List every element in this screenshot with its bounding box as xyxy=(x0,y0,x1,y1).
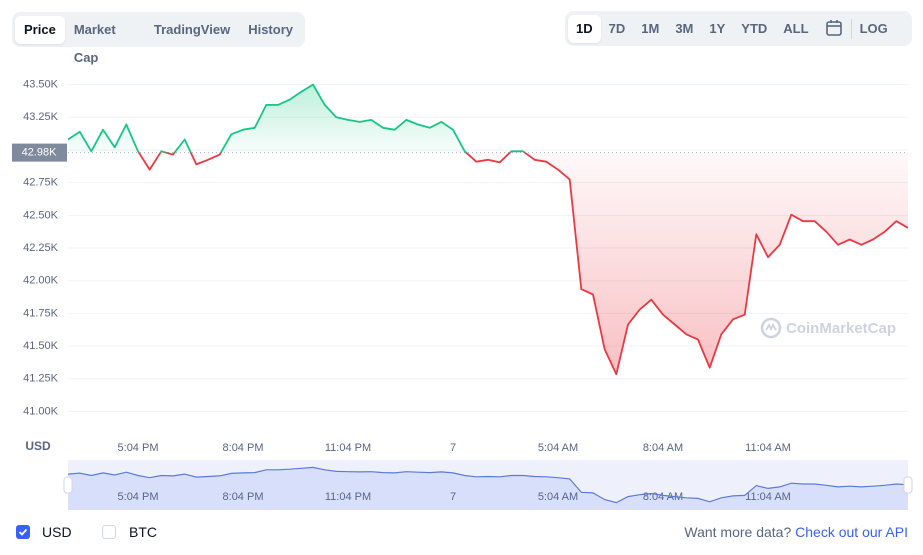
range[interactable]: 1M xyxy=(641,20,660,36)
watermark-text: CoinMarketCap xyxy=(786,320,896,337)
chart: CoinMarketCap USD 41.00K 41.25K 41.50K 41.7… xyxy=(12,79,913,510)
tab-bar: Price Market Cap TradingView History xyxy=(12,12,305,65)
x-tick-label: 11:04 PM xyxy=(325,442,371,454)
x-tick-label: 11:04 AM xyxy=(745,442,791,454)
y-tick-label: 42.25K xyxy=(23,242,59,254)
tab[interactable]: TradingView xyxy=(153,21,231,37)
range[interactable]: YTD xyxy=(741,20,768,36)
navigator-area xyxy=(68,467,908,510)
tab[interactable]: Market Cap xyxy=(73,21,116,65)
y-tick-label: 42.75K xyxy=(23,177,59,189)
navigator-handle xyxy=(903,476,913,494)
baseline-label: 42.98K xyxy=(22,147,58,159)
y-tick-label: 43.50K xyxy=(23,79,59,91)
check-icon xyxy=(18,528,28,536)
range-bar: 1D 7D 1M 3M 1Y YTD ALL LOG xyxy=(565,11,912,46)
y-tick-label: 41.00K xyxy=(23,405,59,417)
log-toggle[interactable]: LOG xyxy=(859,20,888,36)
y-tick-label: 41.50K xyxy=(23,340,59,352)
range[interactable]: ALL xyxy=(783,20,809,36)
price-area xyxy=(68,84,908,375)
divider xyxy=(850,18,852,39)
navigator xyxy=(68,460,908,510)
range[interactable]: 7D xyxy=(608,20,626,36)
navigator-x-label: 11:04 AM xyxy=(745,491,791,503)
footer: Want more data? Check out our API xyxy=(684,524,908,540)
y-tick-label: 43.25K xyxy=(23,111,59,123)
checkbox-checked[interactable] xyxy=(16,525,30,539)
footer-prompt: Want more data? xyxy=(684,524,792,540)
checkbox[interactable] xyxy=(102,525,116,539)
y-unit-label: USD xyxy=(25,439,51,453)
watermark: CoinMarketCap xyxy=(760,317,896,339)
navigator-x-label: 11:04 PM xyxy=(325,491,371,503)
navigator-x-label: 5:04 AM xyxy=(538,491,578,503)
x-tick-label: 5:04 PM xyxy=(118,442,159,454)
navigator-handle xyxy=(63,476,73,494)
x-tick-label: 8:04 AM xyxy=(643,442,683,454)
toggle-label[interactable]: USD xyxy=(42,524,72,540)
price-line xyxy=(67,83,909,376)
calendar-icon[interactable] xyxy=(817,15,851,43)
range[interactable]: 1Y xyxy=(709,20,726,36)
toggle-label[interactable]: BTC xyxy=(129,524,157,540)
api-link[interactable]: Check out our API xyxy=(795,524,908,540)
navigator-line xyxy=(67,466,909,504)
y-tick-label: 42.00K xyxy=(23,275,59,287)
y-tick-label: 41.75K xyxy=(23,307,59,319)
baseline-label-box xyxy=(12,143,67,162)
navigator-x-label: 7 xyxy=(450,491,456,503)
navigator-x-label: 8:04 PM xyxy=(223,491,264,503)
x-tick-label: 8:04 PM xyxy=(223,442,264,454)
x-tick-label: 5:04 AM xyxy=(538,442,578,454)
range[interactable]: 1D xyxy=(568,14,601,43)
tab[interactable]: History xyxy=(248,21,293,37)
tab[interactable]: Price xyxy=(15,15,65,44)
y-tick-label: 42.50K xyxy=(23,209,59,221)
navigator-x-label: 5:04 PM xyxy=(118,491,159,503)
x-tick-label: 7 xyxy=(450,442,456,454)
y-tick-label: 41.25K xyxy=(23,373,59,385)
range[interactable]: 3M xyxy=(675,20,694,36)
